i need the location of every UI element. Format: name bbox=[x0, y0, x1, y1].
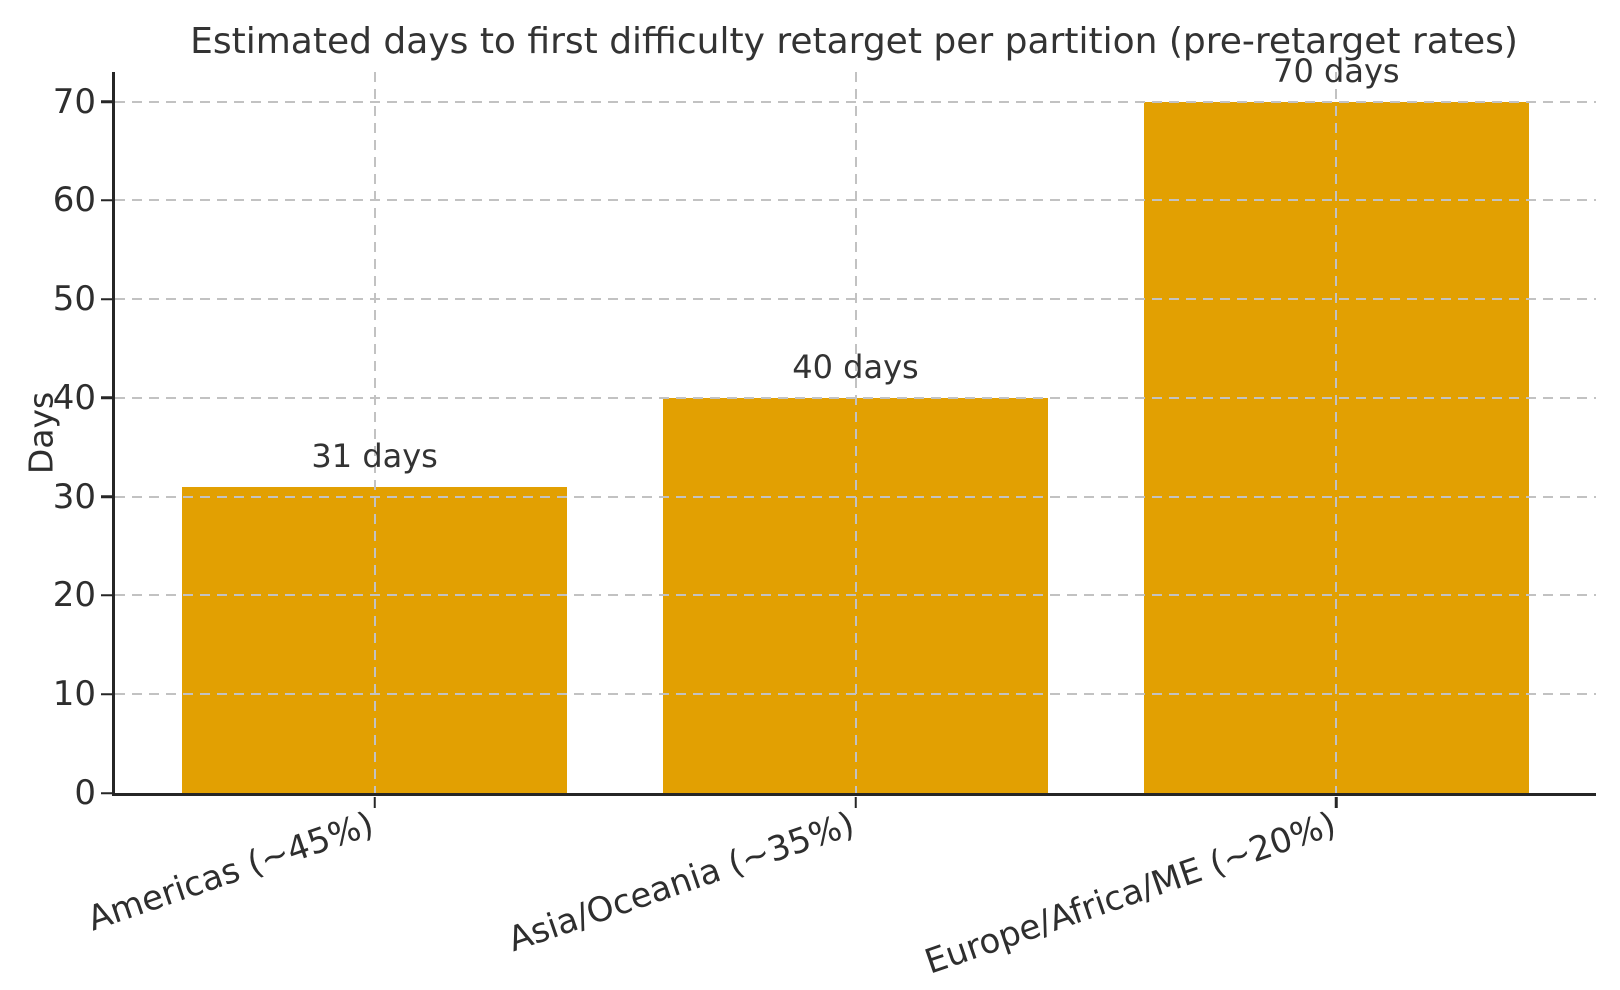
bar-value-label: 40 days bbox=[792, 347, 919, 386]
y-tick-mark bbox=[101, 495, 112, 498]
y-tick-mark bbox=[101, 100, 112, 103]
y-tick-mark bbox=[101, 791, 112, 795]
bar-value-label: 70 days bbox=[1273, 51, 1400, 90]
y-tick-label: 30 bbox=[52, 476, 96, 517]
y-tick-mark bbox=[101, 594, 112, 597]
x-tick-label: Americas (~45%) bbox=[82, 804, 380, 940]
y-tick-label: 40 bbox=[52, 377, 96, 418]
y-tick-label: 70 bbox=[52, 81, 96, 122]
x-tick-label: Europe/Africa/ME (~20%) bbox=[919, 804, 1341, 983]
x-tick-mark bbox=[854, 797, 857, 808]
y-tick-label: 0 bbox=[74, 773, 96, 813]
y-tick-mark bbox=[101, 396, 112, 400]
v-gridline bbox=[1335, 72, 1338, 793]
v-gridline bbox=[373, 72, 376, 793]
chart-title: Estimated days to first difficulty retar… bbox=[190, 21, 1518, 62]
y-tick-label: 60 bbox=[52, 180, 96, 221]
y-tick-label: 10 bbox=[52, 674, 96, 715]
bar-value-label: 31 days bbox=[311, 436, 438, 475]
y-tick-mark bbox=[101, 692, 112, 696]
y-tick-label: 20 bbox=[52, 575, 96, 616]
y-tick-mark bbox=[101, 297, 112, 301]
v-gridline bbox=[854, 72, 857, 793]
plot-area: 0 10 20 30 40 50 60 70 Americas (~45%) 31 days Asi… bbox=[53, 52, 1596, 982]
x-tick-mark bbox=[1335, 797, 1338, 808]
y-tick-mark bbox=[101, 199, 112, 202]
y-tick-label: 50 bbox=[52, 279, 96, 320]
x-tick-label: Asia/Oceania (~35%) bbox=[503, 804, 860, 961]
x-tick-mark bbox=[373, 797, 376, 808]
